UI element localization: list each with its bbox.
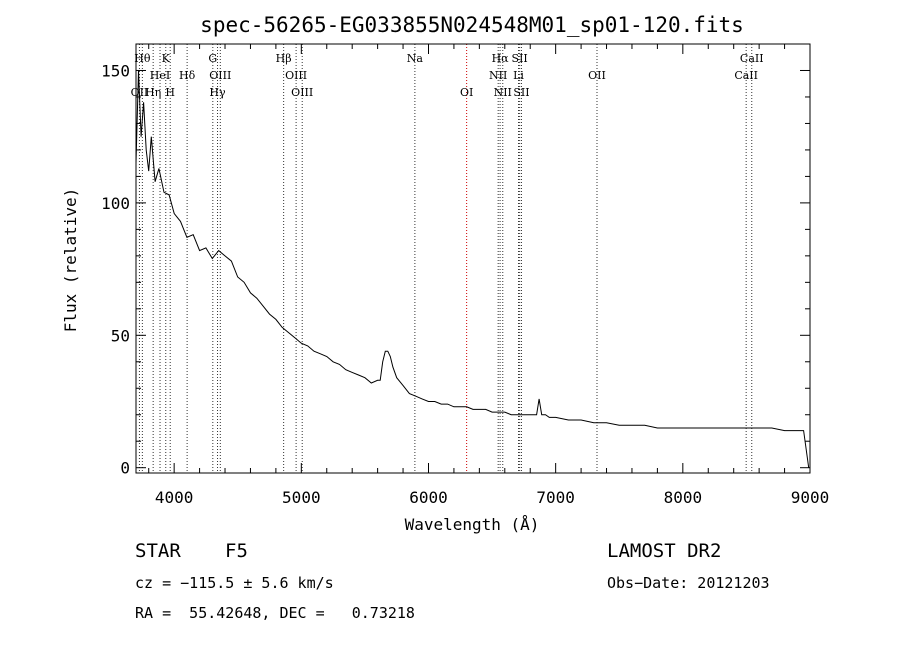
line-label: SII bbox=[513, 86, 529, 99]
chart-title: spec-56265-EG033855N024548M01_sp01-120.f… bbox=[200, 13, 744, 37]
x-tick-label: 6000 bbox=[409, 488, 448, 507]
spectrum-series bbox=[135, 70, 810, 468]
line-label: G bbox=[208, 52, 217, 65]
line-label: Hα bbox=[492, 52, 510, 65]
coordinates: RA = 55.42648, DEC = 0.73218 bbox=[135, 604, 415, 622]
line-label: Hγ bbox=[209, 86, 226, 99]
object-class: STAR bbox=[135, 540, 181, 562]
line-label: Hθ bbox=[134, 52, 151, 65]
plot-frame bbox=[135, 43, 811, 474]
x-axis-label: Wavelength (Å) bbox=[405, 515, 540, 534]
x-tick-label: 7000 bbox=[536, 488, 575, 507]
line-label: Hβ bbox=[276, 52, 292, 65]
line-label: OII bbox=[588, 69, 606, 82]
line-label: Na bbox=[407, 52, 424, 65]
line-label: HeI bbox=[150, 69, 170, 82]
observation-date: Obs−Date: 20121203 bbox=[607, 574, 770, 592]
line-label: CaII bbox=[734, 69, 758, 82]
line-label: Li bbox=[513, 69, 524, 82]
line-label: Hη bbox=[145, 86, 161, 99]
line-label: OIII bbox=[209, 69, 231, 82]
line-label: NII bbox=[494, 86, 512, 99]
y-tick-label: 0 bbox=[120, 459, 130, 478]
survey-name: LAMOST DR2 bbox=[607, 540, 722, 562]
x-tick-label: 5000 bbox=[282, 488, 321, 507]
line-label: NII bbox=[489, 69, 507, 82]
line-label: CaII bbox=[740, 52, 764, 65]
x-tick-label: 4000 bbox=[155, 488, 194, 507]
line-label: OI bbox=[460, 86, 473, 99]
object-subclass: F5 bbox=[225, 540, 248, 562]
plot-axes: 4000 5000 6000 7000 8000 9000 0 50 100 150 bbox=[101, 43, 830, 507]
line-label: OIII bbox=[291, 86, 313, 99]
x-tick-label: 9000 bbox=[791, 488, 830, 507]
y-tick-label: 150 bbox=[101, 61, 130, 80]
spectrum-line bbox=[135, 70, 810, 468]
y-tick-label: 100 bbox=[101, 194, 130, 213]
line-label: H bbox=[165, 86, 175, 99]
y-tick-label: 50 bbox=[111, 326, 130, 345]
line-label: OIII bbox=[285, 69, 307, 82]
redshift-cz: cz = −115.5 ± 5.6 km/s bbox=[135, 574, 334, 592]
line-label: Hδ bbox=[179, 69, 196, 82]
y-axis-label: Flux (relative) bbox=[61, 188, 80, 333]
x-tick-label: 8000 bbox=[664, 488, 703, 507]
line-label: K bbox=[162, 52, 171, 65]
line-label: SII bbox=[512, 52, 528, 65]
